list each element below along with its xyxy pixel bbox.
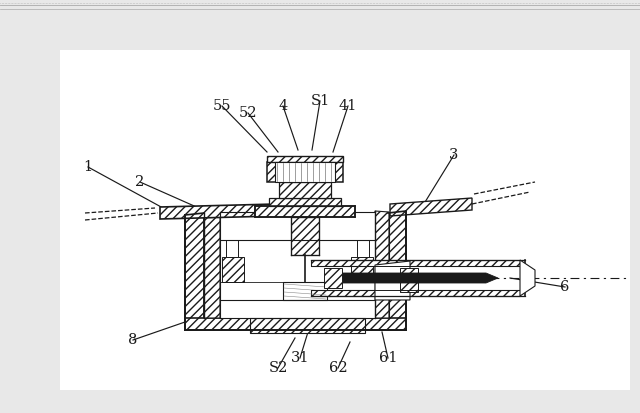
Polygon shape xyxy=(520,260,535,296)
Bar xyxy=(400,268,418,292)
Text: 31: 31 xyxy=(291,351,309,365)
Polygon shape xyxy=(185,213,204,325)
Text: 55: 55 xyxy=(212,99,231,113)
Text: 6: 6 xyxy=(560,280,570,294)
Polygon shape xyxy=(160,203,315,219)
Text: 1: 1 xyxy=(83,160,93,174)
Bar xyxy=(250,318,365,333)
Polygon shape xyxy=(269,198,341,206)
Bar xyxy=(226,240,238,257)
Polygon shape xyxy=(390,198,472,216)
Polygon shape xyxy=(326,273,498,283)
Bar xyxy=(283,282,327,300)
Polygon shape xyxy=(255,206,355,217)
Polygon shape xyxy=(267,156,343,162)
Polygon shape xyxy=(375,261,410,300)
Text: S2: S2 xyxy=(268,361,288,375)
Bar xyxy=(275,162,335,182)
Bar xyxy=(291,217,319,255)
Polygon shape xyxy=(279,182,331,198)
Text: 3: 3 xyxy=(449,148,459,162)
Bar xyxy=(222,257,244,282)
Polygon shape xyxy=(185,318,406,330)
Text: 61: 61 xyxy=(379,351,397,365)
Text: 8: 8 xyxy=(128,333,138,347)
Polygon shape xyxy=(311,290,520,296)
Polygon shape xyxy=(204,212,220,318)
Text: 41: 41 xyxy=(339,99,357,113)
Bar xyxy=(357,240,369,257)
Polygon shape xyxy=(267,162,343,182)
Polygon shape xyxy=(375,211,389,318)
Polygon shape xyxy=(388,211,406,325)
Bar xyxy=(60,50,630,390)
Bar xyxy=(324,268,342,288)
Text: 2: 2 xyxy=(136,175,145,189)
Text: 4: 4 xyxy=(278,99,287,113)
Polygon shape xyxy=(311,260,520,266)
Bar xyxy=(351,257,373,282)
Text: 52: 52 xyxy=(239,106,257,120)
Bar xyxy=(220,212,375,318)
Text: S1: S1 xyxy=(310,94,330,108)
Text: 62: 62 xyxy=(329,361,348,375)
